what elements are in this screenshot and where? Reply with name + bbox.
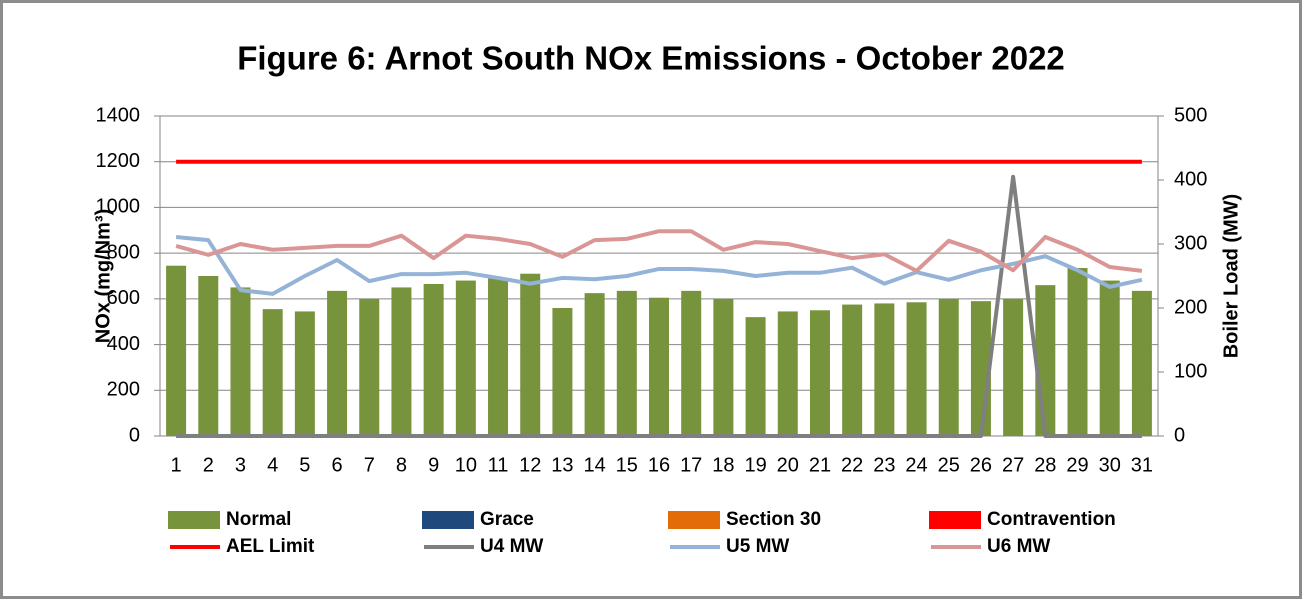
legend-label: Grace [480,509,534,530]
bar [1067,268,1088,436]
y2-axis-title: Boiler Load (MW) [1220,194,1242,358]
bar [1035,285,1056,436]
bar [520,273,541,436]
x-tick-label: 28 [1034,454,1056,476]
y-tick-label: 1000 [96,196,141,218]
x-tick-label: 23 [873,454,895,476]
bar [713,298,734,436]
y2-tick-label: 300 [1174,232,1207,254]
bar [584,293,605,436]
y2-tick-label: 200 [1174,296,1207,318]
bar [327,290,348,436]
x-tick-label: 14 [583,454,605,476]
y-axis-title: NOx (mg/Nm³) [92,209,114,343]
legend-label: AEL Limit [226,536,315,557]
y-tick-label: 1400 [96,104,141,126]
x-tick-label: 22 [841,454,863,476]
x-tick-label: 19 [744,454,766,476]
bar [294,311,315,436]
legend-swatch [668,511,720,529]
legend-swatch [422,511,474,529]
line [175,234,1143,296]
x-tick-label: 5 [299,454,310,476]
bar [391,287,412,436]
bar [842,304,863,436]
x-tick-label: 27 [1002,454,1024,476]
x-tick-label: 1 [171,454,182,476]
legend-label: Contravention [987,509,1116,530]
bar [552,308,573,436]
x-tick-label: 30 [1099,454,1121,476]
bar [745,317,766,436]
legend-label: Section 30 [726,509,821,530]
x-tick-label: 31 [1131,454,1153,476]
y-tick-label: 600 [107,287,140,309]
legend-label: U5 MW [726,536,789,557]
x-tick-label: 7 [364,454,375,476]
y2-tick-label: 100 [1174,360,1207,382]
bar [938,298,959,436]
y-tick-label: 400 [107,333,140,355]
y2-tick-label: 500 [1174,104,1207,126]
x-tick-label: 4 [267,454,278,476]
bar [649,297,669,436]
bar [906,302,927,436]
x-tick-label: 17 [680,454,702,476]
bar [777,311,798,436]
legend-label: Normal [226,509,291,530]
bar [359,298,380,436]
bar [616,290,637,436]
x-tick-label: 2 [203,454,214,476]
bar [1099,280,1120,436]
x-tick-label: 15 [616,454,638,476]
x-tick-label: 9 [428,454,439,476]
x-tick-label: 18 [712,454,734,476]
line [176,174,1142,438]
x-tick-label: 10 [455,454,477,476]
y2-tick-label: 400 [1174,168,1207,190]
legend-label: U6 MW [987,536,1050,557]
line [175,229,1143,273]
x-tick-label: 8 [396,454,407,476]
bar [455,280,476,436]
x-tick-label: 6 [332,454,343,476]
x-tick-label: 26 [970,454,992,476]
bar [423,284,444,436]
bar [681,290,702,436]
x-tick-label: 29 [1066,454,1088,476]
x-tick-label: 11 [488,454,509,476]
y-tick-label: 800 [107,241,140,263]
bar [874,303,895,436]
y-tick-label: 200 [107,379,140,401]
legend-label: U4 MW [480,536,543,557]
x-tick-label: 13 [551,454,573,476]
x-tick-label: 16 [648,454,670,476]
bar [230,287,251,436]
y-tick-label: 1200 [96,150,141,172]
bar [1131,290,1152,436]
y-tick-label: 0 [129,424,140,446]
legend-swatch [168,511,220,529]
bar [1003,298,1024,436]
x-tick-label: 3 [235,454,246,476]
x-tick-label: 25 [938,454,960,476]
legend-swatch [929,511,981,529]
bar [488,278,509,436]
bar [262,309,283,436]
x-tick-label: 12 [519,454,541,476]
bar [166,265,187,436]
x-tick-label: 20 [777,454,799,476]
x-tick-label: 24 [905,454,927,476]
x-tick-label: 21 [809,454,831,476]
y2-tick-label: 0 [1174,424,1185,446]
bar [198,276,219,436]
bar [809,310,830,436]
chart-title: Figure 6: Arnot South NOx Emissions - Oc… [237,40,1065,77]
